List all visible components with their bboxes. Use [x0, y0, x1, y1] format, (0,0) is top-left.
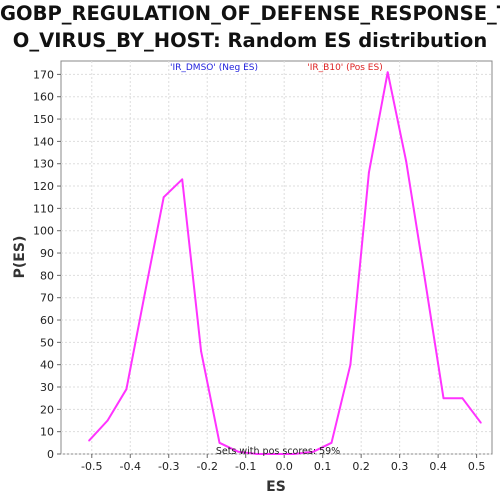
x-tick-label: 0.3 — [391, 460, 409, 473]
x-tick-label: -0.2 — [196, 460, 217, 473]
x-tick-label: -0.5 — [81, 460, 102, 473]
y-tick-label: 100 — [33, 225, 54, 238]
data-point — [293, 453, 296, 455]
y-tick-label: 60 — [40, 314, 54, 327]
data-point — [106, 419, 109, 422]
data-point — [255, 453, 258, 455]
y-tick-label: 110 — [33, 202, 54, 215]
y-tick-label: 80 — [40, 269, 54, 282]
x-tick-label: 0.2 — [352, 460, 370, 473]
y-tick-label: 20 — [40, 403, 54, 416]
y-tick-label: 170 — [33, 68, 54, 81]
data-point — [143, 292, 146, 295]
data-point — [479, 421, 482, 424]
y-tick-label: 50 — [40, 336, 54, 349]
series-line — [88, 71, 482, 455]
data-point — [88, 439, 90, 442]
x-tick-label: 0.1 — [314, 460, 332, 473]
data-point — [349, 363, 352, 366]
x-tick-label: 0.5 — [468, 460, 486, 473]
data-point — [330, 441, 333, 444]
data-point — [274, 453, 277, 455]
y-tick-label: 160 — [33, 91, 54, 104]
x-axis: -0.5 -0.4 -0.3 -0.2 -0.1 0.0 0.1 0.2 0.3 0.4 0.5 — [81, 454, 485, 473]
legend-pos-es: 'IR_B10' (Pos ES) — [307, 63, 382, 73]
chart-title: GOBP_REGULATION_OF_DEFENSE_RESPONSE_T O_… — [0, 0, 500, 54]
x-tick-label: 0.0 — [275, 460, 293, 473]
y-tick-label: 0 — [47, 448, 54, 461]
data-point — [442, 397, 445, 400]
x-tick-label: -0.4 — [120, 460, 141, 473]
y-tick-label: 120 — [33, 180, 54, 193]
series-group — [88, 71, 482, 455]
data-point — [181, 178, 184, 181]
y-tick-label: 30 — [40, 381, 54, 394]
chart-title-line-1: GOBP_REGULATION_OF_DEFENSE_RESPONSE_T — [0, 2, 500, 25]
data-point — [218, 441, 221, 444]
x-tick-label: -0.1 — [235, 460, 256, 473]
y-tick-label: 130 — [33, 158, 54, 171]
data-point — [405, 160, 408, 163]
data-point — [200, 350, 202, 353]
y-tick-label: 150 — [33, 113, 54, 126]
x-tick-label: 0.4 — [429, 460, 447, 473]
data-point — [386, 71, 389, 74]
plot-area — [60, 60, 493, 455]
data-point — [461, 397, 464, 400]
x-axis-label: ES — [266, 479, 286, 495]
x-tick-label: -0.3 — [158, 460, 179, 473]
data-point — [424, 278, 426, 281]
legend-neg-es: 'IR_DMSO' (Neg ES) — [170, 63, 258, 73]
pos-scores-annotation: Sets with pos scores: 59% — [216, 446, 340, 457]
y-tick-label: 90 — [40, 247, 54, 260]
y-axis-label: P(ES) — [12, 236, 28, 279]
data-point — [162, 196, 165, 199]
y-tick-label: 70 — [40, 292, 54, 305]
data-point — [367, 171, 370, 174]
chart-title-line-2: O_VIRUS_BY_HOST: Random ES distribution — [12, 29, 488, 52]
y-tick-label: 40 — [40, 359, 54, 372]
y-axis: 0 10 20 30 40 50 60 70 80 90 100 110 120 130 140 150 160… — [33, 68, 61, 461]
data-point — [125, 388, 128, 391]
data-point — [312, 450, 314, 453]
data-point — [237, 450, 240, 453]
y-tick-label: 10 — [40, 426, 54, 439]
y-tick-label: 140 — [33, 135, 54, 148]
